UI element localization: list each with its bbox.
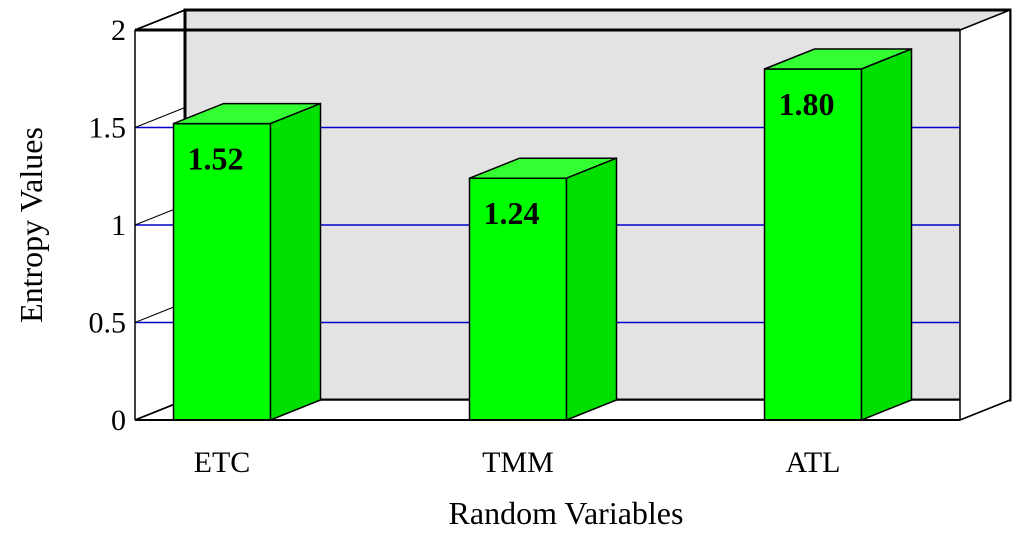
bar-side <box>269 102 322 422</box>
data-label: 1.24 <box>484 195 540 231</box>
x-axis-title: Random Variables <box>449 495 684 531</box>
bars <box>172 47 913 422</box>
bar <box>763 47 913 422</box>
right-side-wall <box>959 8 1011 422</box>
plot-frame <box>134 30 960 421</box>
y-tick-label: 0.5 <box>89 307 127 340</box>
bar-front <box>468 177 568 421</box>
bar-side <box>860 47 913 422</box>
x-tick-label: TMM <box>482 446 554 479</box>
y-tick-label: 2 <box>111 14 126 47</box>
gridline-depth <box>134 9 186 31</box>
bar-front <box>172 122 272 421</box>
bar <box>172 102 322 422</box>
x-tick-label: ETC <box>194 446 251 479</box>
y-tick-label: 0 <box>111 404 126 437</box>
y-axis-title: Entropy Values <box>13 127 49 323</box>
chart-text: Random Variables Entropy Values 1.52ETC1… <box>13 14 841 531</box>
bar <box>468 157 618 422</box>
y-tick-label: 1.5 <box>89 112 127 145</box>
x-tick-label: ATL <box>786 446 841 479</box>
bar-front <box>763 68 863 421</box>
gridline-depth <box>134 107 186 128</box>
y-tick-label: 1 <box>111 209 126 242</box>
data-label: 1.80 <box>779 86 835 122</box>
data-label: 1.52 <box>188 141 244 177</box>
bar-side <box>565 157 618 422</box>
